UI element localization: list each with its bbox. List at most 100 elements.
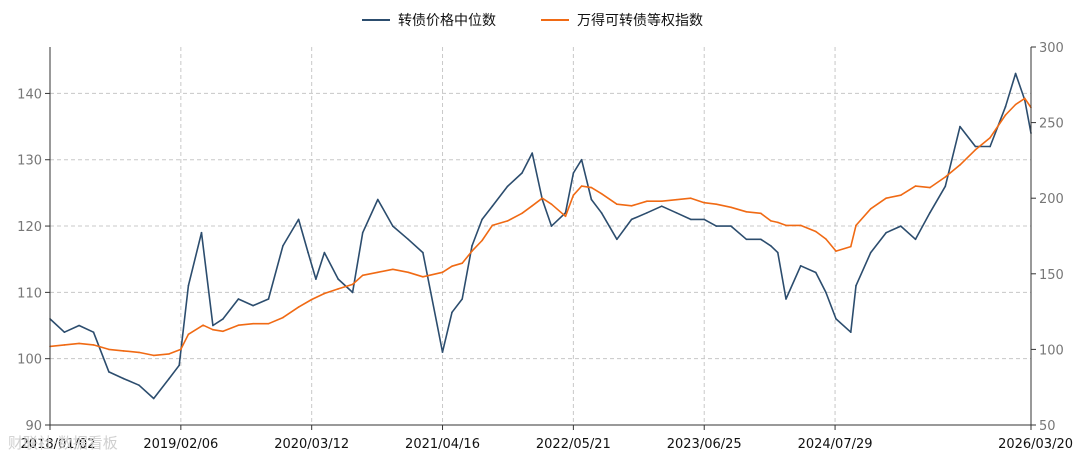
data-point-1 [152,397,155,400]
data-point-2 [152,354,155,357]
data-point-2 [900,194,902,196]
data-point-1 [451,311,453,314]
data-point-2 [1014,103,1017,106]
data-point-2 [202,324,204,327]
ytick-right-label: 300 [1039,41,1064,56]
data-point-1 [63,331,66,334]
data-point-1 [436,324,439,327]
ytick-right-label: 150 [1039,268,1064,283]
data-point-2 [799,224,802,227]
data-point-2 [959,164,961,166]
watermark-text: 财联社·数据看板 [8,434,118,452]
data-point-1 [850,331,852,334]
legend-label-2: 万得可转债等权指数 [577,12,703,29]
data-point-2 [600,192,603,195]
data-point-1 [1004,105,1007,108]
data-point-2 [675,198,678,201]
data-point-1 [361,231,364,234]
data-point-1 [267,298,270,300]
data-point-2 [491,224,494,227]
data-point-1 [471,245,473,247]
data-point-1 [422,251,424,254]
data-point-1 [715,225,718,227]
data-point-2 [760,212,762,215]
data-point-2 [337,288,340,290]
data-point-2 [531,205,533,207]
xtick-label: 2020/03/12 [274,437,349,452]
data-point-2 [267,322,270,325]
ytick-right-label: 50 [1039,419,1056,434]
data-point-1 [78,324,80,327]
xtick-label: 2018/01/02 [21,437,96,452]
grid-lines [50,47,1031,425]
series-line-1 [49,72,1032,400]
data-point-1 [461,298,464,300]
data-point-1 [178,364,180,367]
data-point-2 [1004,114,1007,116]
data-point-1 [580,158,583,161]
data-point-2 [660,200,663,202]
data-point-2 [212,328,214,331]
data-point-2 [138,351,140,354]
xtick-label: 2021/04/16 [405,437,480,452]
data-point-1 [855,284,857,287]
data-point-1 [252,304,254,307]
data-point-2 [850,245,852,248]
data-point-1 [675,212,678,214]
data-point-1 [770,245,772,247]
data-point-2 [351,283,354,286]
data-point-2 [63,344,66,346]
data-point-2 [974,149,977,151]
data-point-1 [237,298,240,300]
data-point-1 [337,278,340,280]
data-point-1 [815,271,817,274]
data-point-2 [825,238,827,240]
data-point-1 [944,185,947,188]
series-line-2 [49,97,1032,357]
ytick-left-label: 90 [25,419,42,434]
data-point-2 [580,185,583,187]
data-point-2 [929,186,931,189]
data-point-2 [187,333,190,336]
data-point-1 [835,318,837,320]
series-lines [49,72,1032,400]
data-point-2 [392,268,394,271]
xtick-label: 2024/07/29 [798,437,873,452]
data-point-2 [441,271,444,274]
xtick-label: 2023/06/25 [667,437,742,452]
data-point-1 [323,251,326,254]
ytick-left-label: 110 [17,286,42,301]
data-point-1 [297,218,300,221]
data-point-1 [506,185,509,188]
data-point-2 [377,271,379,274]
data-point-1 [282,245,284,247]
data-point-1 [825,291,827,294]
data-point-2 [855,224,857,227]
data-point-2 [616,203,618,205]
data-point-1 [777,251,779,254]
data-point-2 [835,250,837,252]
data-point-2 [1024,97,1026,100]
data-point-1 [531,152,533,154]
data-point-1 [307,251,309,254]
data-point-2 [222,330,224,333]
data-point-1 [377,198,379,201]
data-point-2 [745,211,748,213]
data-point-2 [550,203,553,205]
data-point-2 [180,348,182,351]
data-point-2 [590,186,593,189]
data-point-2 [885,197,887,199]
data-point-2 [646,200,648,202]
data-point-2 [471,250,473,252]
xtick-label: 2019/02/06 [143,437,218,452]
data-point-1 [703,218,705,221]
data-point-1 [1014,72,1017,75]
ytick-right-label: 250 [1039,117,1064,132]
data-point-2 [815,230,817,233]
data-point-2 [541,197,544,199]
data-point-2 [869,208,872,210]
ytick-right-label: 100 [1039,343,1064,358]
data-point-1 [785,298,787,300]
data-point-1 [616,238,618,241]
